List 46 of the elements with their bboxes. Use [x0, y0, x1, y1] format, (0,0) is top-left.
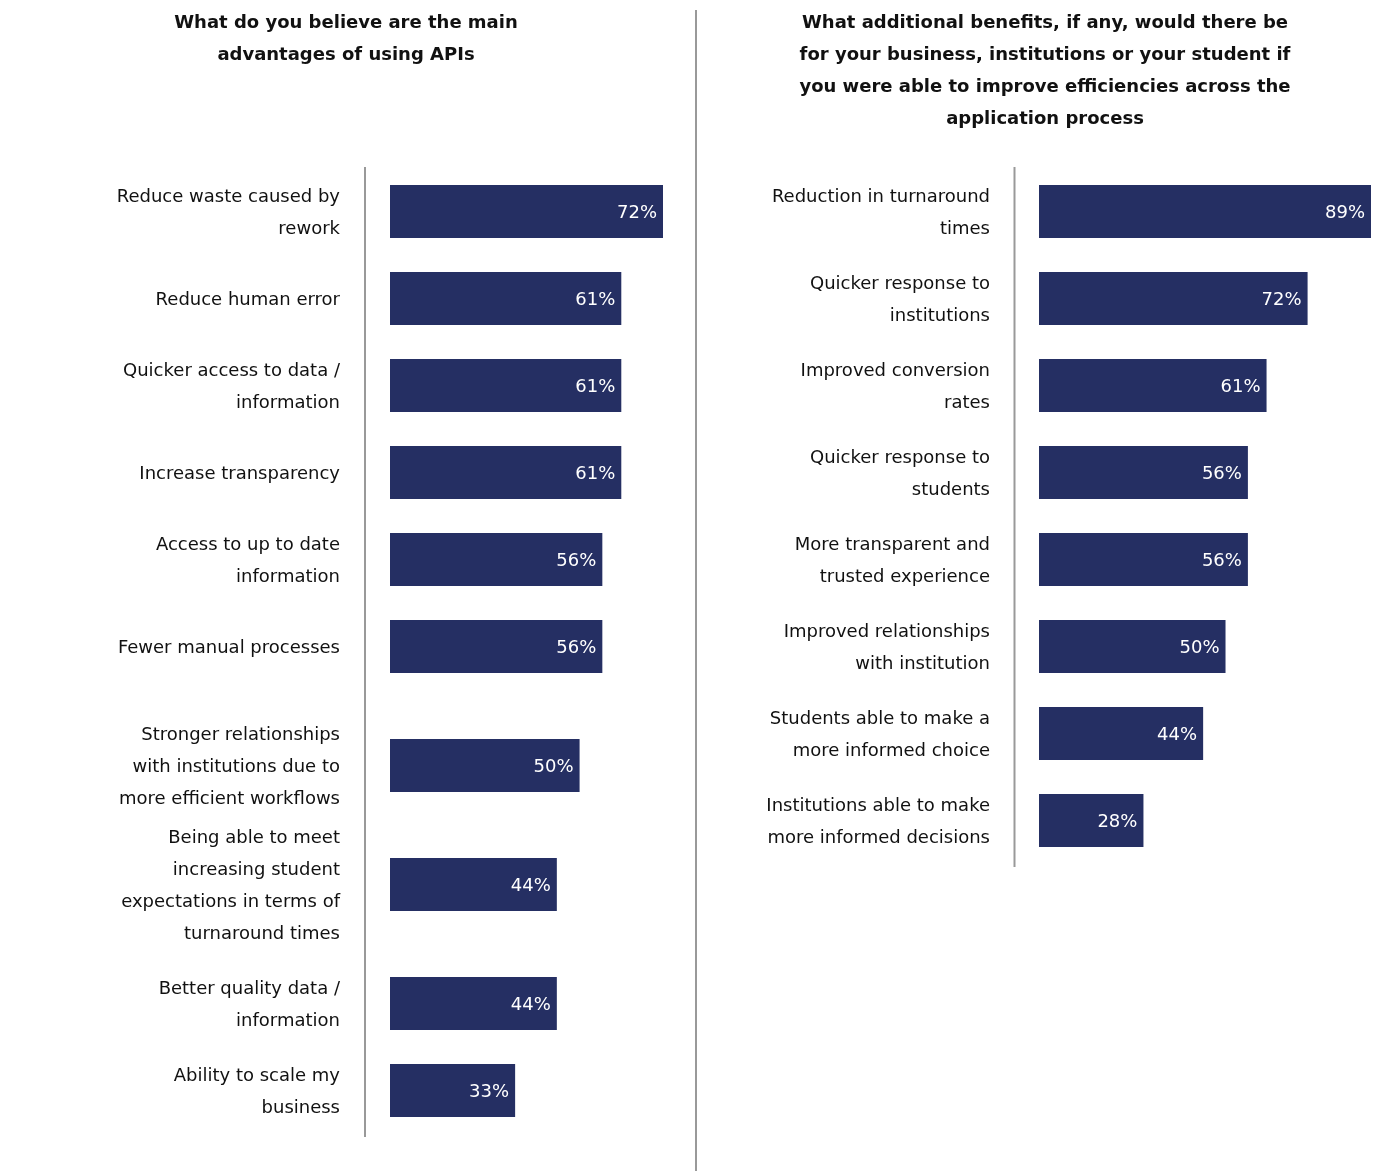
- data-label: 56%: [556, 549, 597, 570]
- y-tick-label: Fewer manual processes: [117, 636, 340, 657]
- bar: [1039, 620, 1226, 673]
- y-tick-label: Ability to scale my business: [173, 1064, 341, 1117]
- bar: [1039, 359, 1267, 412]
- y-tick-label: Increase transparency: [139, 462, 341, 483]
- data-label: 89%: [1324, 201, 1365, 222]
- data-label: 28%: [1097, 810, 1138, 831]
- y-tick-label: Better quality data / information: [158, 977, 341, 1030]
- y-tick-label: Access to up to date information: [155, 533, 340, 586]
- y-tick-label: Quicker access to data / information: [123, 359, 341, 412]
- data-label: 44%: [510, 874, 551, 895]
- y-tick-label: Stronger relationships with institutions due to more efficient workflows: [119, 723, 340, 808]
- y-tick-label: Quicker response to institutions: [810, 272, 990, 325]
- data-label: 56%: [556, 636, 597, 657]
- y-tick-label: Institutions able to make more informed decisions: [766, 794, 990, 847]
- data-label: 61%: [575, 462, 616, 483]
- y-tick-label: More transparent and trusted experience: [794, 533, 990, 586]
- bar: [1039, 794, 1144, 847]
- y-tick-label: Students able to make a more informed choice: [769, 707, 990, 760]
- y-tick-label: Reduce waste caused by rework: [116, 185, 341, 238]
- y-tick-label: Improved conversion rates: [800, 359, 990, 412]
- data-label: 72%: [616, 201, 657, 222]
- bar: [1039, 272, 1308, 325]
- bar: [1039, 533, 1248, 586]
- data-label: 50%: [533, 755, 574, 776]
- bar: [1039, 707, 1204, 760]
- y-tick-label: Being able to meet increasing student expectations in terms of turnaround times: [121, 826, 341, 943]
- chart-title: What additional benefits, if any, would there be for your business, institutions or your student if you were able to improve efficiencies across the application process: [799, 11, 1291, 128]
- data-label: 72%: [1261, 288, 1302, 309]
- data-label: 56%: [1201, 462, 1242, 483]
- y-tick-label: Reduce human error: [155, 288, 341, 309]
- y-tick-label: Reduction in turnaround times: [771, 185, 990, 238]
- data-label: 50%: [1179, 636, 1220, 657]
- data-label: 44%: [1157, 723, 1198, 744]
- y-tick-label: Quicker response to students: [810, 446, 990, 499]
- bar: [1039, 446, 1248, 499]
- chart-title: What do you believe are the main advantages of using APIs: [174, 11, 518, 64]
- y-tick-label: Improved relationships with institution: [783, 620, 990, 673]
- data-label: 61%: [1220, 375, 1261, 396]
- data-label: 56%: [1201, 549, 1242, 570]
- data-label: 61%: [575, 288, 616, 309]
- data-label: 61%: [575, 375, 616, 396]
- bar: [1039, 185, 1371, 238]
- data-label: 44%: [510, 993, 551, 1014]
- data-label: 33%: [469, 1080, 510, 1101]
